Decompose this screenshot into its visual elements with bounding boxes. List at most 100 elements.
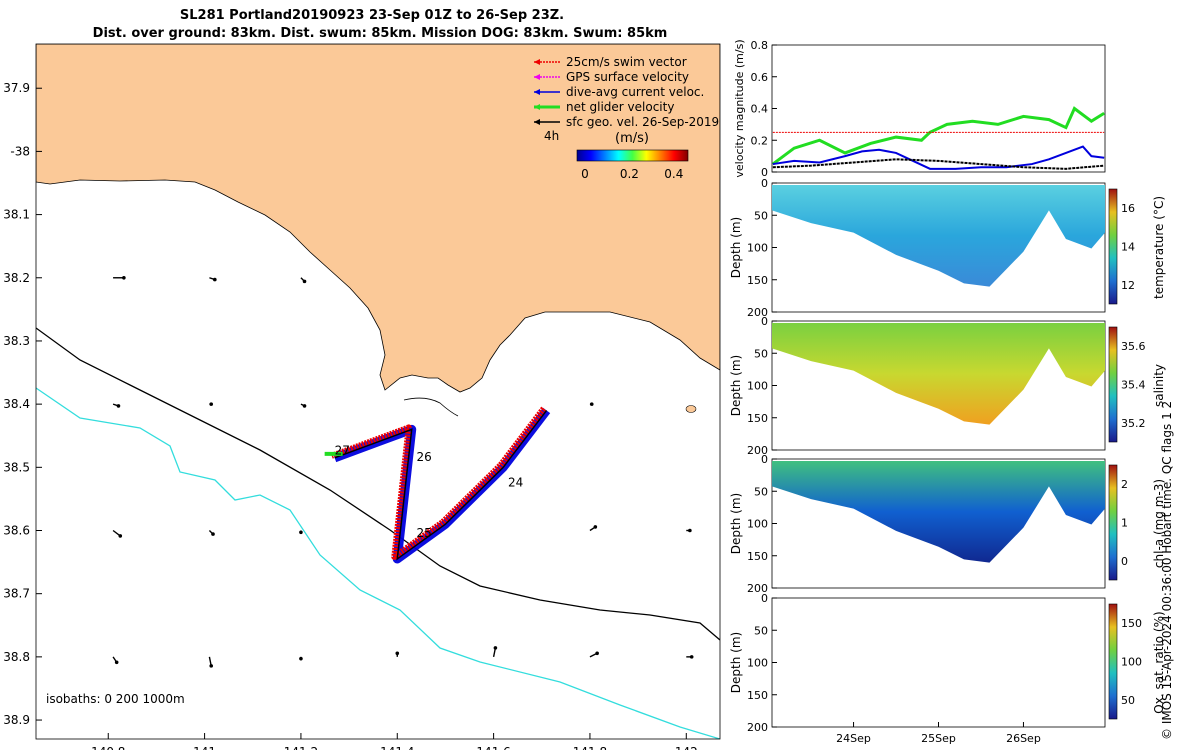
map-x-tick-label: 141.6 xyxy=(476,745,510,750)
map-y-tick-label: 38.5 xyxy=(3,460,30,474)
legend-arrowhead-gps xyxy=(534,74,540,80)
geo-vector-head xyxy=(122,275,126,280)
geo-vector-head xyxy=(302,404,307,408)
salinity-colorbar-tick: 35.2 xyxy=(1121,417,1146,430)
velocity-y-tick-label: 0.4 xyxy=(751,103,769,116)
copyright-stamp: © IMOS 15-Apr-2024 00:36:00 Hobart time.… xyxy=(1160,400,1174,740)
salinity-section-fill xyxy=(772,323,1105,425)
salinity-colorbar-tick: 35.4 xyxy=(1121,379,1146,392)
isobath-1000m-line xyxy=(36,387,720,739)
glider-track-line xyxy=(334,409,548,561)
map-plot-area: 24 25 26 27 xyxy=(36,44,720,739)
salinity-y-tick-label: 200 xyxy=(747,444,768,457)
bay-coast-line xyxy=(403,397,459,417)
island xyxy=(685,405,697,413)
legend-label-geo: sfc geo. vel. 26-Sep-2019 xyxy=(566,115,719,129)
map-y-tick-label: 38.6 xyxy=(3,524,30,538)
oxygen-y-tick-label: 0 xyxy=(761,592,768,605)
salinity-y-tick-label: 150 xyxy=(747,412,768,425)
time-x-tick-label: 24Sep xyxy=(836,732,871,745)
map-y-tick-label: 38.2 xyxy=(3,271,30,285)
temperature-colorbar-tick: 14 xyxy=(1121,241,1135,254)
temperature-colorbar-tick: 16 xyxy=(1121,202,1135,215)
temperature-y-tick-label: 150 xyxy=(747,274,768,287)
geo-vector-head xyxy=(209,664,214,668)
temperature-colorbar-tick: 12 xyxy=(1121,279,1135,292)
velocity-series-geo xyxy=(772,158,1105,170)
map-y-tick-label: 38.8 xyxy=(3,650,30,664)
legend-label-dive_avg: dive-avg current veloc. xyxy=(566,85,704,99)
salinity-ylabel: Depth (m) xyxy=(729,355,743,416)
map-colorbar-tick: 0 xyxy=(581,167,589,181)
temperature-ylabel: Depth (m) xyxy=(729,217,743,278)
legend-arrowhead-net xyxy=(534,104,540,110)
velocity-y-tick-label: 0.6 xyxy=(751,71,769,84)
map-frame xyxy=(35,43,721,740)
colorbar-label: (m/s) xyxy=(615,131,649,146)
temperature-y-tick-label: 0 xyxy=(761,177,768,190)
velocity-y-tick-label: 0.8 xyxy=(751,39,769,52)
oxygen-colorbar-tick: 50 xyxy=(1121,694,1135,707)
legend-label-net: net glider velocity xyxy=(566,100,674,114)
geo-vector-head xyxy=(114,660,119,665)
legend-arrowhead-swim xyxy=(534,59,540,65)
geo-vector-head xyxy=(213,277,217,282)
map-x-tick-label: 141.2 xyxy=(284,745,318,750)
temperature-section-fill xyxy=(772,185,1105,287)
day-label-26: 26 xyxy=(417,450,432,464)
oxygen-colorbar-tick: 150 xyxy=(1121,617,1142,630)
chl-a-section-fill xyxy=(772,461,1105,563)
legend-label-swim: 25cm/s swim vector xyxy=(566,55,687,69)
oxygen-y-tick-label: 200 xyxy=(747,721,768,734)
oxygen-colorbar-label: Ox. sat. ratio (%) xyxy=(1152,611,1166,713)
legend-arrowhead-geo xyxy=(534,119,540,125)
figure-title-line1: SL281 Portland20190923 23-Sep 01Z to 26-… xyxy=(179,8,565,23)
salinity-y-tick-label: 50 xyxy=(754,347,768,360)
chl-a-y-tick-label: 50 xyxy=(754,485,768,498)
chl-a-colorbar xyxy=(1108,464,1118,581)
geo-vector-head xyxy=(688,528,692,533)
geo-vector-head xyxy=(299,656,303,661)
geo-vector-head xyxy=(595,651,599,656)
map-y-tick-label: 38.4 xyxy=(3,397,30,411)
day-label-25: 25 xyxy=(417,526,432,540)
velocity-y-tick-label: 0 xyxy=(761,166,768,179)
land-polygon xyxy=(36,44,720,393)
map-y-tick-label: 38.7 xyxy=(3,587,30,601)
oxygen-colorbar-tick: 100 xyxy=(1121,656,1142,669)
day-label-27: 27 xyxy=(335,444,350,458)
chl-a-colorbar-tick: 0 xyxy=(1121,555,1128,568)
isobath-legend-label: isobaths: 0 200 1000m xyxy=(46,692,185,706)
map-x-tick-label: 141.8 xyxy=(573,745,607,750)
geo-vector-head xyxy=(118,534,123,538)
temperature-y-tick-label: 100 xyxy=(747,242,768,255)
temperature-colorbar-label: temperature (°C) xyxy=(1152,196,1166,299)
interval-label: 4h xyxy=(544,129,559,143)
map-colorbar xyxy=(576,149,689,162)
oxygen-y-tick-label: 50 xyxy=(754,624,768,637)
velocity-ylabel: velocity magnitude (m/s) xyxy=(733,39,746,177)
map-colorbar-tick: 0.2 xyxy=(620,167,639,181)
map-y-tick-label: -38 xyxy=(10,144,30,158)
velocity-frame xyxy=(771,44,1106,173)
temperature-colorbar xyxy=(1108,188,1118,305)
map-y-tick-label: 38.3 xyxy=(3,334,30,348)
map-y-tick-label: 38.9 xyxy=(3,713,30,727)
chl-a-colorbar-label: chl-a (mg m-3) xyxy=(1152,479,1166,568)
map-panel: 24 25 26 27 140.8 141 141.2 141.4 141.6 141.8 142 3… xyxy=(3,43,721,750)
chl-a-y-tick-label: 0 xyxy=(761,453,768,466)
geo-vector-head xyxy=(299,530,303,535)
chl-a-colorbar-tick: 1 xyxy=(1121,517,1128,530)
oxygen-ylabel: Depth (m) xyxy=(729,632,743,693)
day-label-24: 24 xyxy=(508,475,523,489)
map-y-tick-label: 37.9 xyxy=(3,81,30,95)
salinity-y-tick-label: 100 xyxy=(747,380,768,393)
geo-vector-head xyxy=(211,532,215,536)
oxygen-colorbar xyxy=(1108,603,1118,720)
map-x-tick-label: 141 xyxy=(193,745,216,750)
chl-a-y-tick-label: 150 xyxy=(747,550,768,563)
salinity-colorbar xyxy=(1108,326,1118,443)
chl-a-y-tick-label: 200 xyxy=(747,582,768,595)
